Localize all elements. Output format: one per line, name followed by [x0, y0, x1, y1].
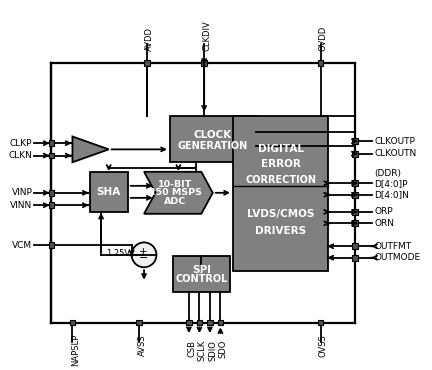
Text: VINN: VINN — [10, 201, 32, 210]
Text: DRIVERS: DRIVERS — [255, 226, 306, 236]
Bar — [137, 320, 142, 326]
Text: NAPSLP: NAPSLP — [71, 334, 80, 366]
Bar — [201, 60, 207, 66]
Text: ERROR: ERROR — [260, 159, 301, 169]
Text: 250 MSPS: 250 MSPS — [149, 188, 202, 197]
Bar — [352, 192, 358, 198]
Bar — [352, 151, 358, 157]
Bar — [233, 117, 328, 271]
Bar — [352, 181, 358, 186]
Bar — [170, 117, 256, 162]
Bar — [48, 190, 54, 196]
Text: ORP: ORP — [374, 208, 393, 216]
Bar — [89, 172, 128, 212]
Text: ADC: ADC — [165, 197, 187, 206]
Bar — [197, 320, 202, 326]
Polygon shape — [73, 137, 109, 162]
Text: GENERATION: GENERATION — [178, 141, 248, 151]
Bar — [318, 320, 324, 326]
Text: OVDD: OVDD — [319, 25, 328, 51]
Bar — [318, 60, 324, 66]
Bar — [218, 320, 223, 326]
Text: +: + — [139, 246, 147, 256]
Text: ORN: ORN — [374, 219, 394, 228]
Bar — [48, 153, 54, 158]
Bar — [48, 242, 54, 248]
Bar — [352, 138, 358, 144]
Text: CLKDIV: CLKDIV — [203, 20, 212, 51]
Text: DIGITAL: DIGITAL — [257, 144, 304, 154]
Text: OUTMODE: OUTMODE — [374, 253, 420, 262]
Text: VINP: VINP — [12, 188, 32, 197]
Text: CORRECTION: CORRECTION — [245, 175, 316, 185]
Bar — [144, 60, 150, 66]
Text: CONTROL: CONTROL — [175, 275, 228, 285]
Text: VCM: VCM — [12, 241, 32, 250]
Text: SDO: SDO — [219, 340, 228, 358]
Text: D[4:0]N: D[4:0]N — [374, 190, 409, 199]
Bar — [352, 243, 358, 249]
Bar — [48, 140, 54, 146]
Circle shape — [132, 242, 156, 267]
Text: CLOCK: CLOCK — [194, 130, 232, 140]
Text: CLKP: CLKP — [10, 139, 32, 148]
Text: D[4:0]P: D[4:0]P — [374, 179, 407, 188]
Text: SPI: SPI — [192, 265, 211, 275]
Text: CLKN: CLKN — [9, 151, 32, 160]
Text: CLKOUTN: CLKOUTN — [374, 149, 416, 158]
Text: AVSS: AVSS — [138, 334, 146, 356]
Text: LVDS/CMOS: LVDS/CMOS — [247, 209, 314, 219]
Bar — [173, 256, 230, 292]
Text: SCLK: SCLK — [198, 340, 207, 361]
Bar — [48, 202, 54, 208]
Bar — [352, 255, 358, 260]
Polygon shape — [144, 172, 213, 214]
Bar — [207, 320, 213, 326]
Text: OVSS: OVSS — [319, 334, 328, 357]
Text: CSB: CSB — [187, 340, 196, 357]
Bar — [352, 221, 358, 226]
Text: 10-BIT: 10-BIT — [159, 180, 193, 189]
Bar — [70, 320, 75, 326]
Text: 1.25V: 1.25V — [105, 249, 130, 258]
Text: CLKOUTP: CLKOUTP — [374, 137, 415, 146]
Bar — [186, 320, 192, 326]
Text: OUTFMT: OUTFMT — [374, 242, 411, 251]
Text: (DDR): (DDR) — [374, 169, 401, 178]
Text: SHA: SHA — [97, 187, 121, 197]
Text: −: − — [138, 253, 148, 263]
Text: AVDD: AVDD — [145, 27, 154, 51]
Bar — [352, 209, 358, 215]
Text: SDIO: SDIO — [208, 340, 217, 361]
